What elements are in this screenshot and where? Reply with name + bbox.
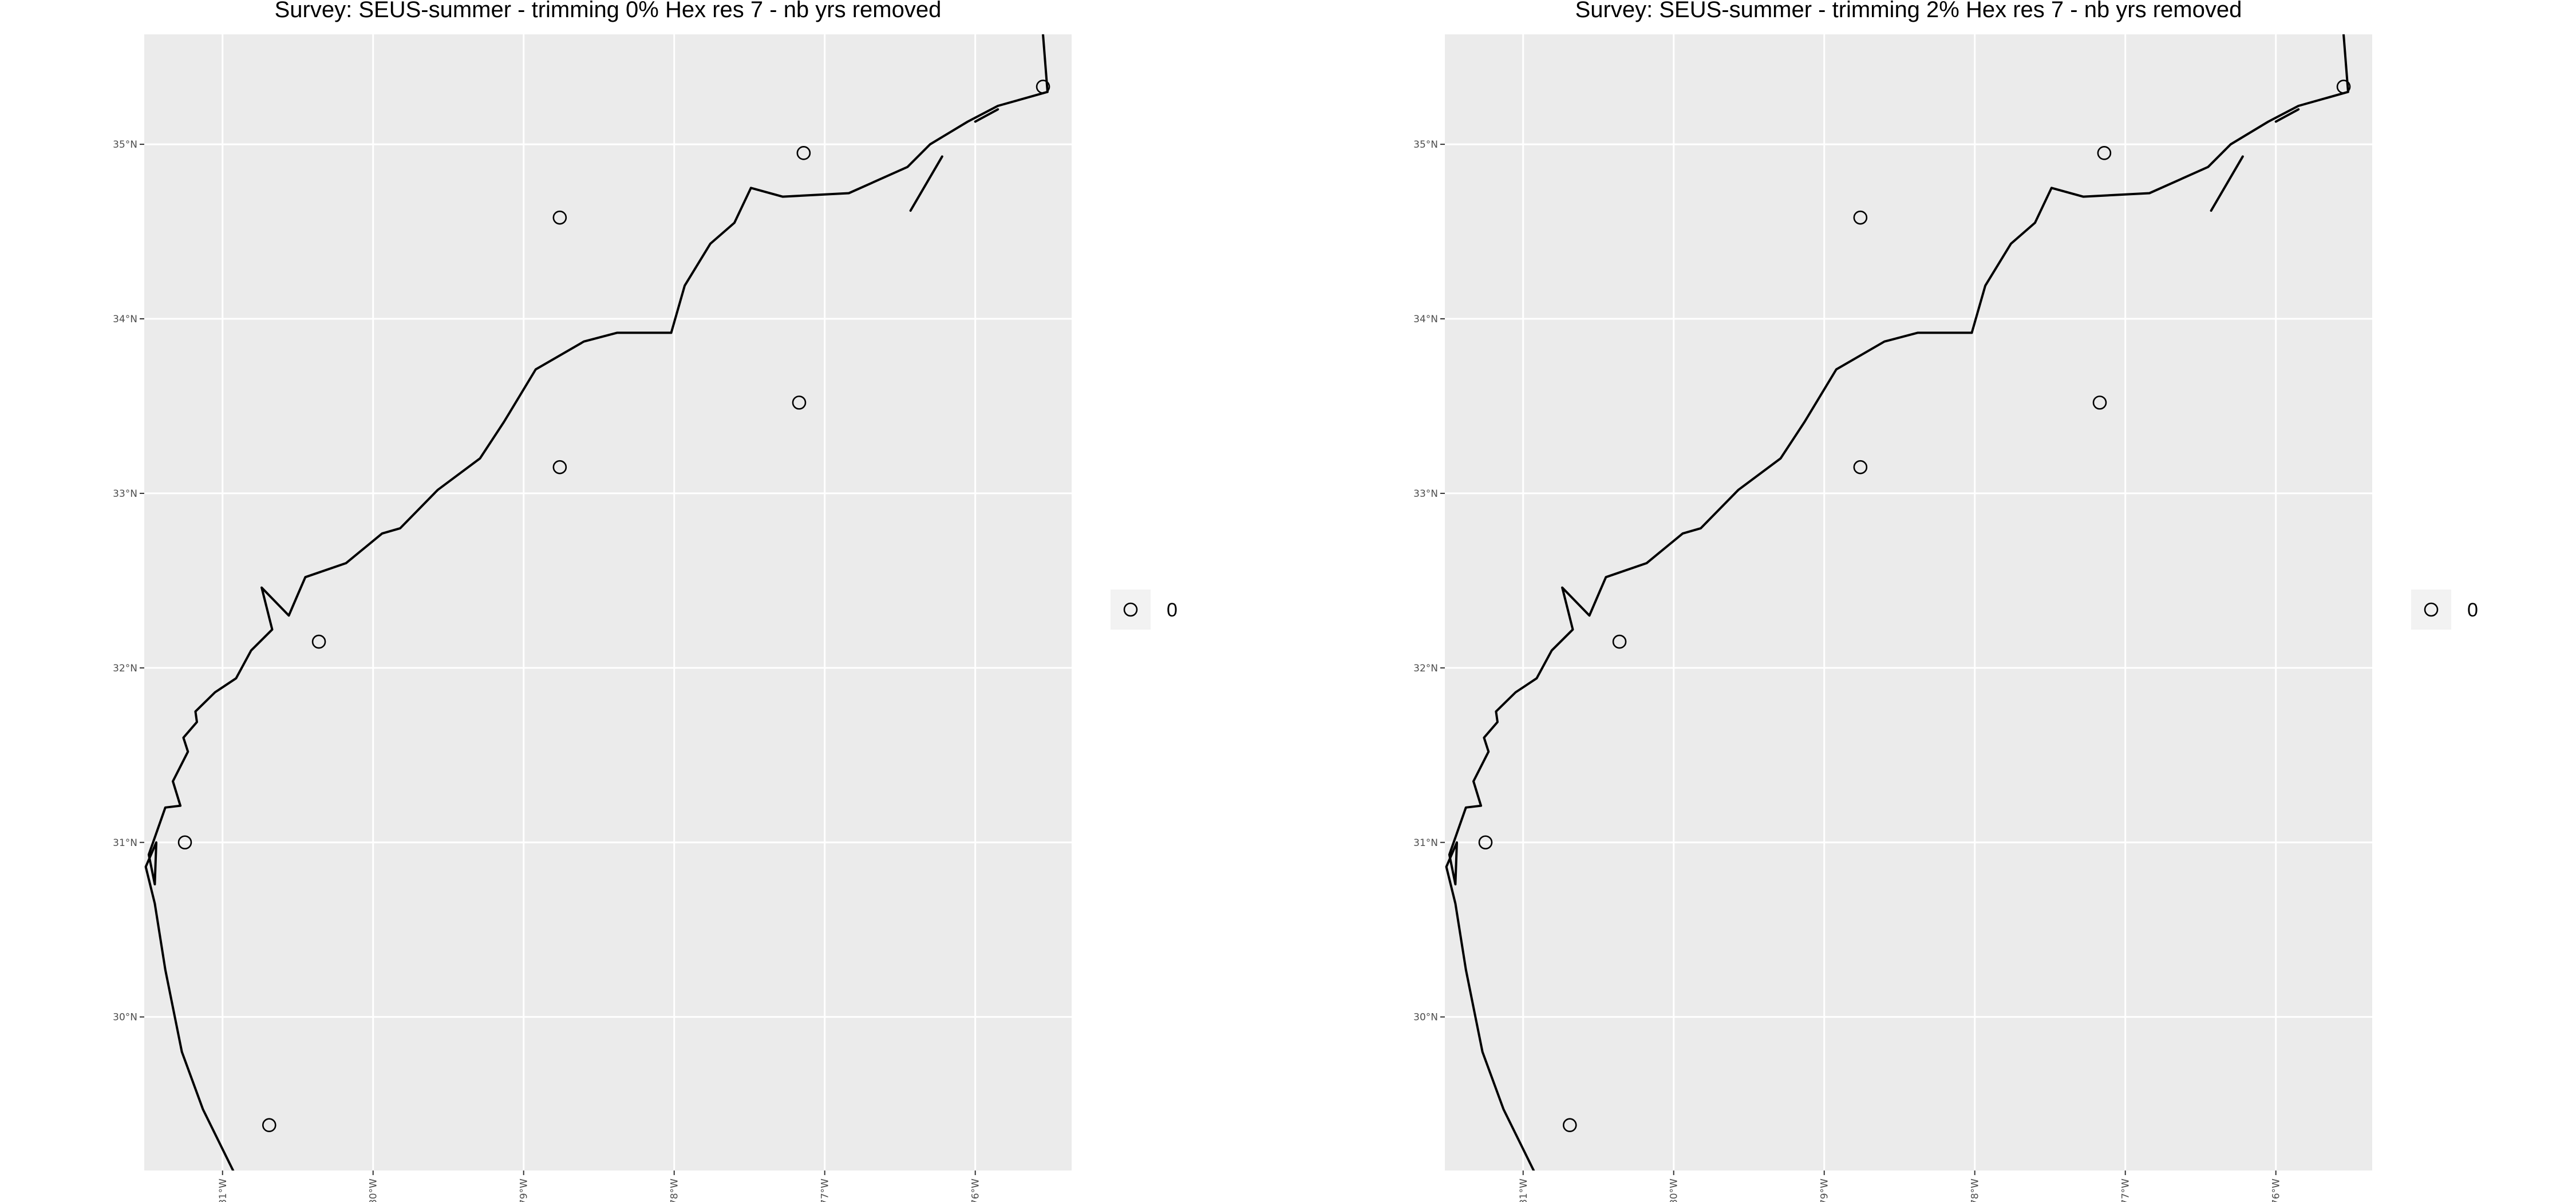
map-panel-1: Survey: SEUS-summer - trimming 2% Hex re… bbox=[1413, 0, 2478, 1202]
y-tick-label: 33°N bbox=[1413, 488, 1438, 500]
data-point bbox=[796, 146, 811, 160]
data-point bbox=[552, 210, 567, 225]
legend-key bbox=[1111, 590, 1151, 630]
data-point bbox=[177, 835, 192, 850]
x-tick-label: 78°W bbox=[1970, 1179, 1981, 1202]
barrier-island bbox=[974, 108, 999, 123]
legend-key-circle-icon bbox=[2424, 602, 2439, 617]
y-tick-label: 31°N bbox=[1413, 837, 1438, 849]
x-tick-label: 80°W bbox=[1669, 1179, 1680, 1202]
x-tick-label: 81°W bbox=[218, 1179, 229, 1202]
barrier-island bbox=[909, 155, 943, 212]
x-tick-label: 76°W bbox=[970, 1179, 982, 1202]
y-tick-label: 35°N bbox=[1413, 139, 1438, 151]
x-tick-label: 80°W bbox=[368, 1179, 380, 1202]
y-tick-label: 33°N bbox=[113, 488, 137, 500]
data-point bbox=[1562, 1118, 1577, 1133]
data-point bbox=[2092, 396, 2107, 410]
y-tick-label: 32°N bbox=[113, 663, 137, 674]
y-tick-label: 32°N bbox=[1413, 663, 1438, 674]
x-tick-label: 81°W bbox=[1518, 1179, 1530, 1202]
legend: 0 bbox=[2411, 590, 2478, 630]
y-tick-label: 35°N bbox=[113, 139, 137, 151]
x-tick-label: 79°W bbox=[1819, 1179, 1831, 1202]
coastline bbox=[1445, 34, 2349, 1171]
data-point bbox=[2336, 80, 2351, 94]
y-tick-label: 31°N bbox=[113, 837, 137, 849]
map-panel-0: Survey: SEUS-summer - trimming 0% Hex re… bbox=[113, 0, 1178, 1202]
y-tick-label: 30°N bbox=[1413, 1012, 1438, 1023]
data-point bbox=[1036, 80, 1050, 94]
legend-label: 0 bbox=[2467, 599, 2478, 621]
panel-background bbox=[1445, 34, 2372, 1171]
data-point bbox=[1478, 835, 1493, 850]
data-point bbox=[2097, 146, 2112, 160]
barrier-island bbox=[2274, 108, 2300, 123]
data-point bbox=[1853, 210, 1868, 225]
panel-background bbox=[144, 34, 1072, 1171]
x-tick-label: 77°W bbox=[820, 1179, 831, 1202]
x-tick-label: 76°W bbox=[2271, 1179, 2282, 1202]
y-tick-label: 30°N bbox=[113, 1012, 137, 1023]
panel-title: Survey: SEUS-summer - trimming 0% Hex re… bbox=[275, 0, 942, 22]
data-point bbox=[1853, 460, 1868, 475]
data-point bbox=[1612, 634, 1627, 649]
data-point bbox=[792, 396, 807, 410]
x-tick-label: 79°W bbox=[519, 1179, 530, 1202]
legend-label: 0 bbox=[1167, 599, 1178, 621]
coastline bbox=[144, 34, 1049, 1171]
x-tick-label: 77°W bbox=[2120, 1179, 2132, 1202]
legend-key-circle-icon bbox=[1123, 602, 1138, 617]
legend: 0 bbox=[1111, 590, 1178, 630]
panel-title: Survey: SEUS-summer - trimming 2% Hex re… bbox=[1575, 0, 2242, 22]
data-point bbox=[552, 460, 567, 475]
legend-key bbox=[2411, 590, 2451, 630]
x-tick-label: 78°W bbox=[669, 1179, 681, 1202]
barrier-island bbox=[2210, 155, 2244, 212]
data-point bbox=[311, 634, 326, 649]
data-point bbox=[262, 1118, 276, 1133]
y-tick-label: 34°N bbox=[1413, 314, 1438, 325]
y-tick-label: 34°N bbox=[113, 314, 137, 325]
